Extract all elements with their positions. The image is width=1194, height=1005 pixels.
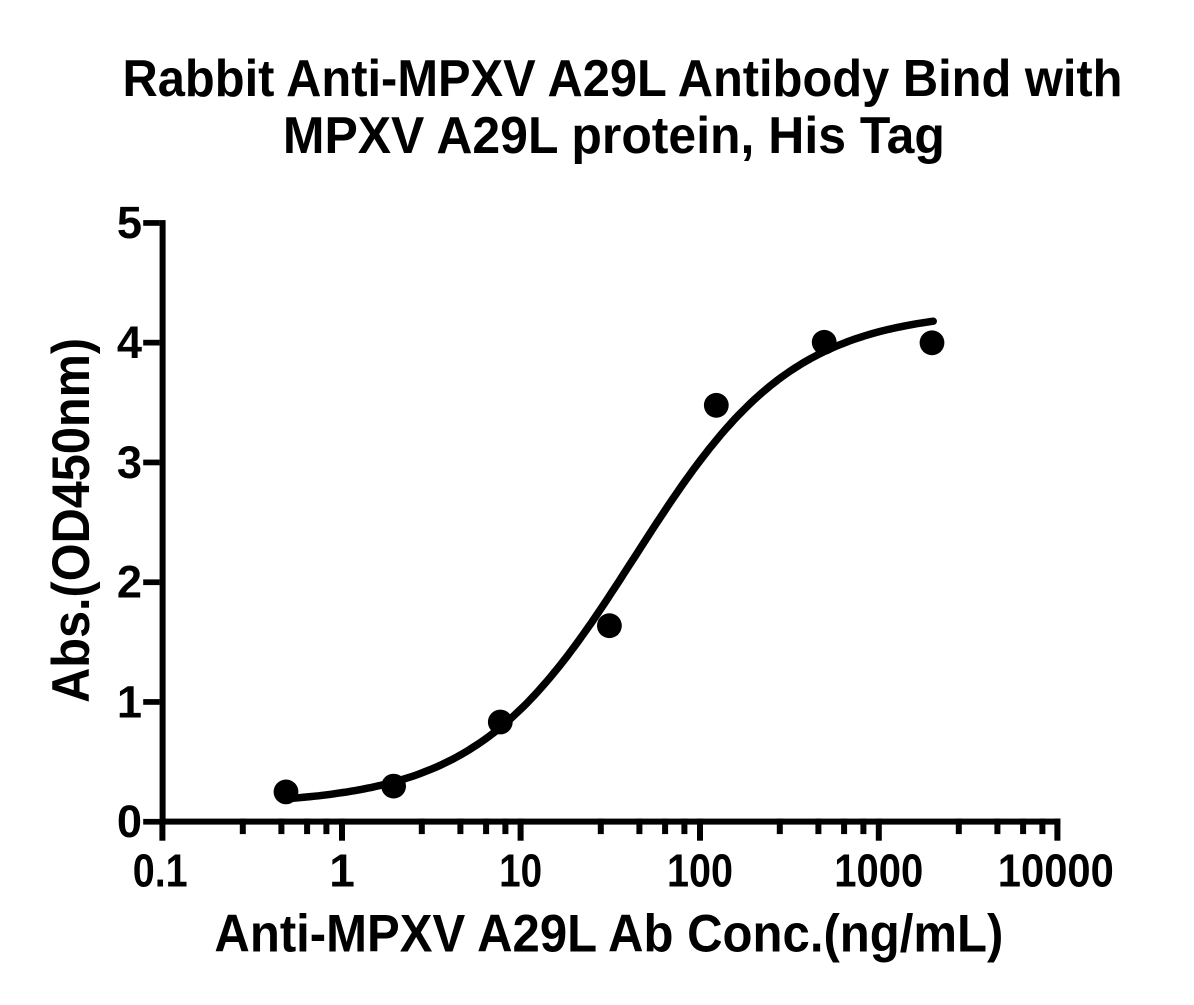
svg-text:Abs.(OD450nm): Abs.(OD450nm) — [42, 338, 101, 703]
svg-text:1000: 1000 — [834, 844, 923, 896]
svg-text:Rabbit Anti-MPXV A29L Antibody: Rabbit Anti-MPXV A29L Antibody Bind with — [123, 50, 1123, 108]
svg-text:10: 10 — [499, 844, 542, 896]
svg-text:100: 100 — [667, 844, 733, 896]
svg-text:Anti-MPXV A29L Ab Conc.(ng/mL): Anti-MPXV A29L Ab Conc.(ng/mL) — [214, 905, 1003, 964]
svg-text:3: 3 — [117, 437, 142, 488]
svg-text:10000: 10000 — [998, 844, 1114, 896]
svg-text:0: 0 — [117, 796, 142, 847]
svg-text:1: 1 — [329, 844, 355, 896]
svg-text:MPXV A29L protein, His Tag: MPXV A29L protein, His Tag — [283, 107, 945, 165]
svg-text:0.1: 0.1 — [133, 844, 188, 896]
svg-text:5: 5 — [117, 197, 142, 248]
svg-text:4: 4 — [117, 317, 142, 368]
svg-text:2: 2 — [117, 557, 142, 608]
svg-text:1: 1 — [117, 676, 142, 727]
